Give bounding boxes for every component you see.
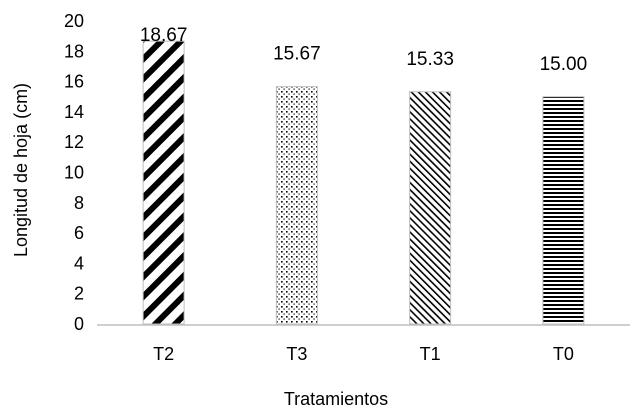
bar-t0: [542, 96, 585, 325]
y-tick-label: 6: [74, 223, 84, 243]
y-tick-label: 18: [64, 41, 84, 61]
y-tick-label: 10: [64, 163, 84, 183]
y-axis-title: Longitud de hoja (cm): [11, 83, 31, 257]
y-tick-label: 14: [64, 102, 84, 122]
bars: [142, 40, 585, 325]
y-tick-label: 8: [74, 193, 84, 213]
y-tick-label: 20: [64, 11, 84, 31]
x-axis-title: Tratamientos: [284, 389, 388, 409]
y-tick-label: 0: [74, 314, 84, 334]
data-label-t2: 18.67: [140, 25, 188, 46]
data-label-t3: 15.67: [273, 44, 321, 65]
y-axis-ticks: 0 2 4 6 8 10 12 14 16 18 20: [64, 11, 84, 334]
data-labels: 18.67 15.67 15.33 15.00: [140, 25, 587, 75]
y-tick-label: 4: [74, 253, 84, 273]
bar-t2: [142, 40, 185, 325]
data-label-t0: 15.00: [540, 54, 588, 75]
bar-t3: [275, 86, 318, 325]
bar-t1: [409, 91, 452, 325]
x-tick-label-t0: T0: [553, 344, 574, 364]
x-axis-ticks: T2 T3 T1 T0: [153, 344, 574, 364]
y-tick-label: 16: [64, 72, 84, 92]
data-label-t1: 15.33: [406, 49, 454, 70]
y-tick-label: 2: [74, 284, 84, 304]
x-tick-label-t1: T1: [420, 344, 441, 364]
x-tick-label-t3: T3: [286, 344, 307, 364]
y-tick-label: 12: [64, 132, 84, 152]
x-tick-label-t2: T2: [153, 344, 174, 364]
